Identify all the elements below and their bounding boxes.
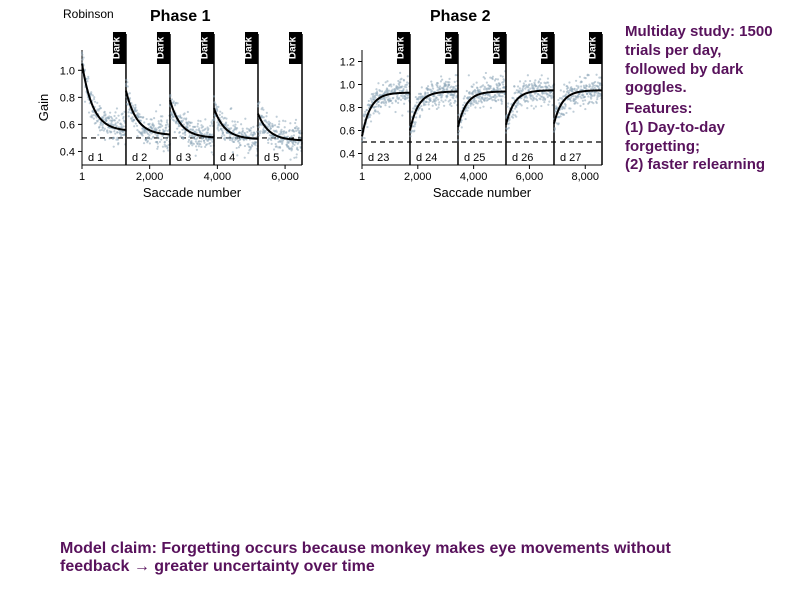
svg-text:8,000: 8,000 (571, 171, 599, 183)
svg-text:0.8: 0.8 (60, 92, 75, 104)
svg-text:0.8: 0.8 (340, 103, 355, 115)
svg-text:d 26: d 26 (512, 152, 533, 164)
svg-text:d 25: d 25 (464, 152, 485, 164)
svg-text:d 24: d 24 (416, 152, 437, 164)
svg-text:Dark: Dark (155, 36, 166, 59)
phase2-chart: 0.4 0.6 0.8 1.0 1.2 1 2,000 4,000 6,000 8,000 Sacc… (320, 20, 610, 200)
svg-text:d 27: d 27 (560, 152, 581, 164)
svg-text:Dark: Dark (243, 36, 254, 59)
features-title: Features: (625, 100, 693, 117)
svg-text:4,000: 4,000 (460, 171, 488, 183)
svg-text:Dark: Dark (111, 36, 122, 59)
svg-text:d 5: d 5 (264, 152, 279, 164)
robinson-label: Robinson (63, 7, 114, 21)
svg-text:1.0: 1.0 (340, 80, 355, 92)
svg-text:d 1: d 1 (88, 152, 103, 164)
svg-text:2,000: 2,000 (404, 171, 432, 183)
svg-text:d 23: d 23 (368, 152, 389, 164)
svg-text:d 4: d 4 (220, 152, 235, 164)
svg-text:Dark: Dark (288, 36, 299, 59)
svg-text:Saccade number: Saccade number (433, 185, 532, 200)
svg-text:Dark: Dark (588, 36, 599, 59)
svg-text:0.4: 0.4 (340, 149, 355, 161)
svg-text:Dark: Dark (491, 36, 502, 59)
svg-text:6,000: 6,000 (516, 171, 544, 183)
features-block: Features: (1) Day-to-day forgetting; (2)… (625, 100, 785, 175)
svg-text:Gain: Gain (36, 94, 51, 121)
svg-text:6,000: 6,000 (271, 171, 299, 183)
svg-text:Dark: Dark (199, 36, 210, 59)
svg-text:0.4: 0.4 (60, 146, 75, 158)
svg-text:Saccade number: Saccade number (143, 185, 242, 200)
feature-2: (2) faster relearning (625, 156, 765, 173)
svg-text:Dark: Dark (443, 36, 454, 59)
svg-text:1.0: 1.0 (60, 65, 75, 77)
model-claim: Model claim: Forgetting occurs because m… (60, 540, 720, 576)
svg-text:1: 1 (359, 171, 365, 183)
svg-text:2,000: 2,000 (136, 171, 164, 183)
svg-text:0.6: 0.6 (340, 126, 355, 138)
svg-text:0.6: 0.6 (60, 119, 75, 131)
svg-text:4,000: 4,000 (204, 171, 232, 183)
phase1-chart: 0.4 0.6 0.8 1.0 1 2,000 4,000 6,000 Gain Saccade … (30, 20, 310, 200)
svg-text:d 3: d 3 (176, 152, 191, 164)
svg-text:d 2: d 2 (132, 152, 147, 164)
feature-1: (1) Day-to-day forgetting; (625, 119, 725, 155)
svg-text:1: 1 (79, 171, 85, 183)
svg-text:Dark: Dark (395, 36, 406, 59)
svg-text:Dark: Dark (539, 36, 550, 59)
svg-text:1.2: 1.2 (340, 57, 355, 69)
study-description: Multiday study: 1500 trials per day, fol… (625, 23, 785, 98)
